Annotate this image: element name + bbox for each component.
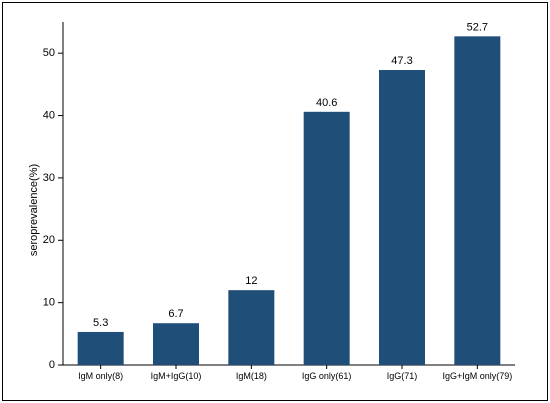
y-tick-label: 50	[43, 47, 55, 59]
data-label: 5.3	[93, 317, 108, 329]
y-tick-label: 0	[49, 359, 55, 371]
y-axis-label: seroprevalence(%)	[28, 164, 40, 256]
x-tick-label: IgG only(61)	[302, 371, 352, 381]
x-tick-label: IgG(71)	[387, 371, 418, 381]
data-label: 40.6	[316, 97, 337, 109]
data-label: 47.3	[391, 55, 412, 67]
labels: IgM only(8) 5.3 IgM+IgG(10) 6.7 IgM(18) 12 IgG…	[78, 21, 512, 381]
bar	[454, 36, 501, 366]
y-tick-label: 20	[43, 234, 55, 246]
bar	[379, 70, 425, 366]
y-tick-label: 10	[43, 297, 55, 309]
x-tick-label: IgM only(8)	[78, 371, 123, 381]
x-tick-label: IgM(18)	[236, 371, 267, 381]
bar	[77, 331, 124, 365]
bar	[228, 290, 275, 365]
y-tick-label: 30	[43, 172, 55, 184]
y-tick-label: 40	[43, 109, 55, 121]
data-label: 12	[245, 275, 257, 287]
x-tick-label: IgM+IgG(10)	[151, 371, 202, 381]
x-tick-label: IgG+IgM only(79)	[442, 371, 512, 381]
bar	[303, 111, 350, 365]
data-label: 6.7	[168, 308, 183, 320]
bars	[77, 36, 501, 366]
axes: 0 10 20 30 40 50	[43, 22, 515, 371]
bar	[153, 323, 199, 365]
data-label: 52.7	[467, 21, 488, 33]
